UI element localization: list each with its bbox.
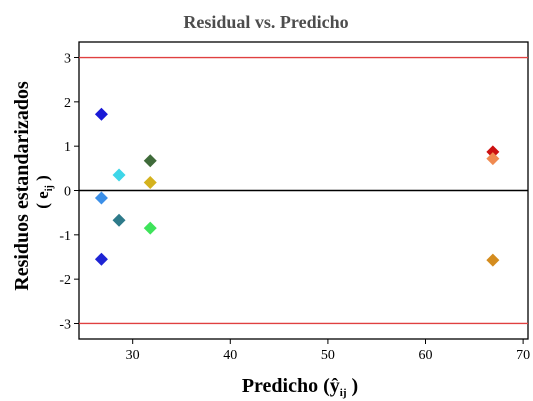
data-point-10 xyxy=(486,253,500,267)
y-axis-label2-group: ( eij ) xyxy=(33,175,55,209)
y-axis-label: Residuos estandarizados xyxy=(11,81,33,291)
reference-lines xyxy=(79,56,528,325)
data-point-9 xyxy=(486,152,500,166)
y-axis-symbol-subscript: ij xyxy=(44,185,55,191)
data-point-0 xyxy=(94,107,108,121)
data-point-3 xyxy=(112,168,126,182)
data-point-1 xyxy=(94,191,108,205)
x-tick-label: 40 xyxy=(223,348,237,363)
x-tick-label: 60 xyxy=(419,348,433,363)
x-axis-ticks: 30 40 50 60 70 xyxy=(126,339,530,363)
data-point-6 xyxy=(143,176,157,190)
y-axis-label-group: Residuos estandarizados xyxy=(11,81,33,291)
y-tick-label: -3 xyxy=(59,317,71,332)
data-point-8 xyxy=(486,145,500,159)
data-point-5 xyxy=(143,154,157,168)
x-tick-label: 70 xyxy=(516,348,530,363)
data-point-4 xyxy=(112,213,126,227)
x-axis-label-subscript: ij xyxy=(340,387,347,399)
y-axis-symbol-close: ) xyxy=(33,175,52,185)
y-tick-label: 3 xyxy=(64,52,71,67)
data-points xyxy=(94,107,500,267)
chart-title: Residual vs. Predicho xyxy=(183,12,348,32)
data-point-2 xyxy=(94,252,108,266)
y-tick-label: 2 xyxy=(64,96,71,111)
y-tick-label: 0 xyxy=(64,185,71,200)
y-axis-symbol-main: ( e xyxy=(33,191,52,209)
y-tick-label: -1 xyxy=(59,229,71,244)
data-point-7 xyxy=(143,221,157,235)
x-axis-label-main: Predicho (ŷ xyxy=(242,375,340,397)
plot-area xyxy=(78,41,529,340)
y-tick-label: 1 xyxy=(64,140,71,155)
x-axis-label-close: ) xyxy=(347,375,359,397)
x-tick-label: 50 xyxy=(321,348,335,363)
x-axis-label: Predicho (ŷij ) xyxy=(242,375,358,399)
y-axis-label-symbol: ( eij ) xyxy=(33,175,55,209)
y-axis-ticks: 3 2 1 0 -1 -2 -3 xyxy=(59,52,79,332)
x-tick-label: 30 xyxy=(126,348,140,363)
y-tick-label: -2 xyxy=(59,273,71,288)
